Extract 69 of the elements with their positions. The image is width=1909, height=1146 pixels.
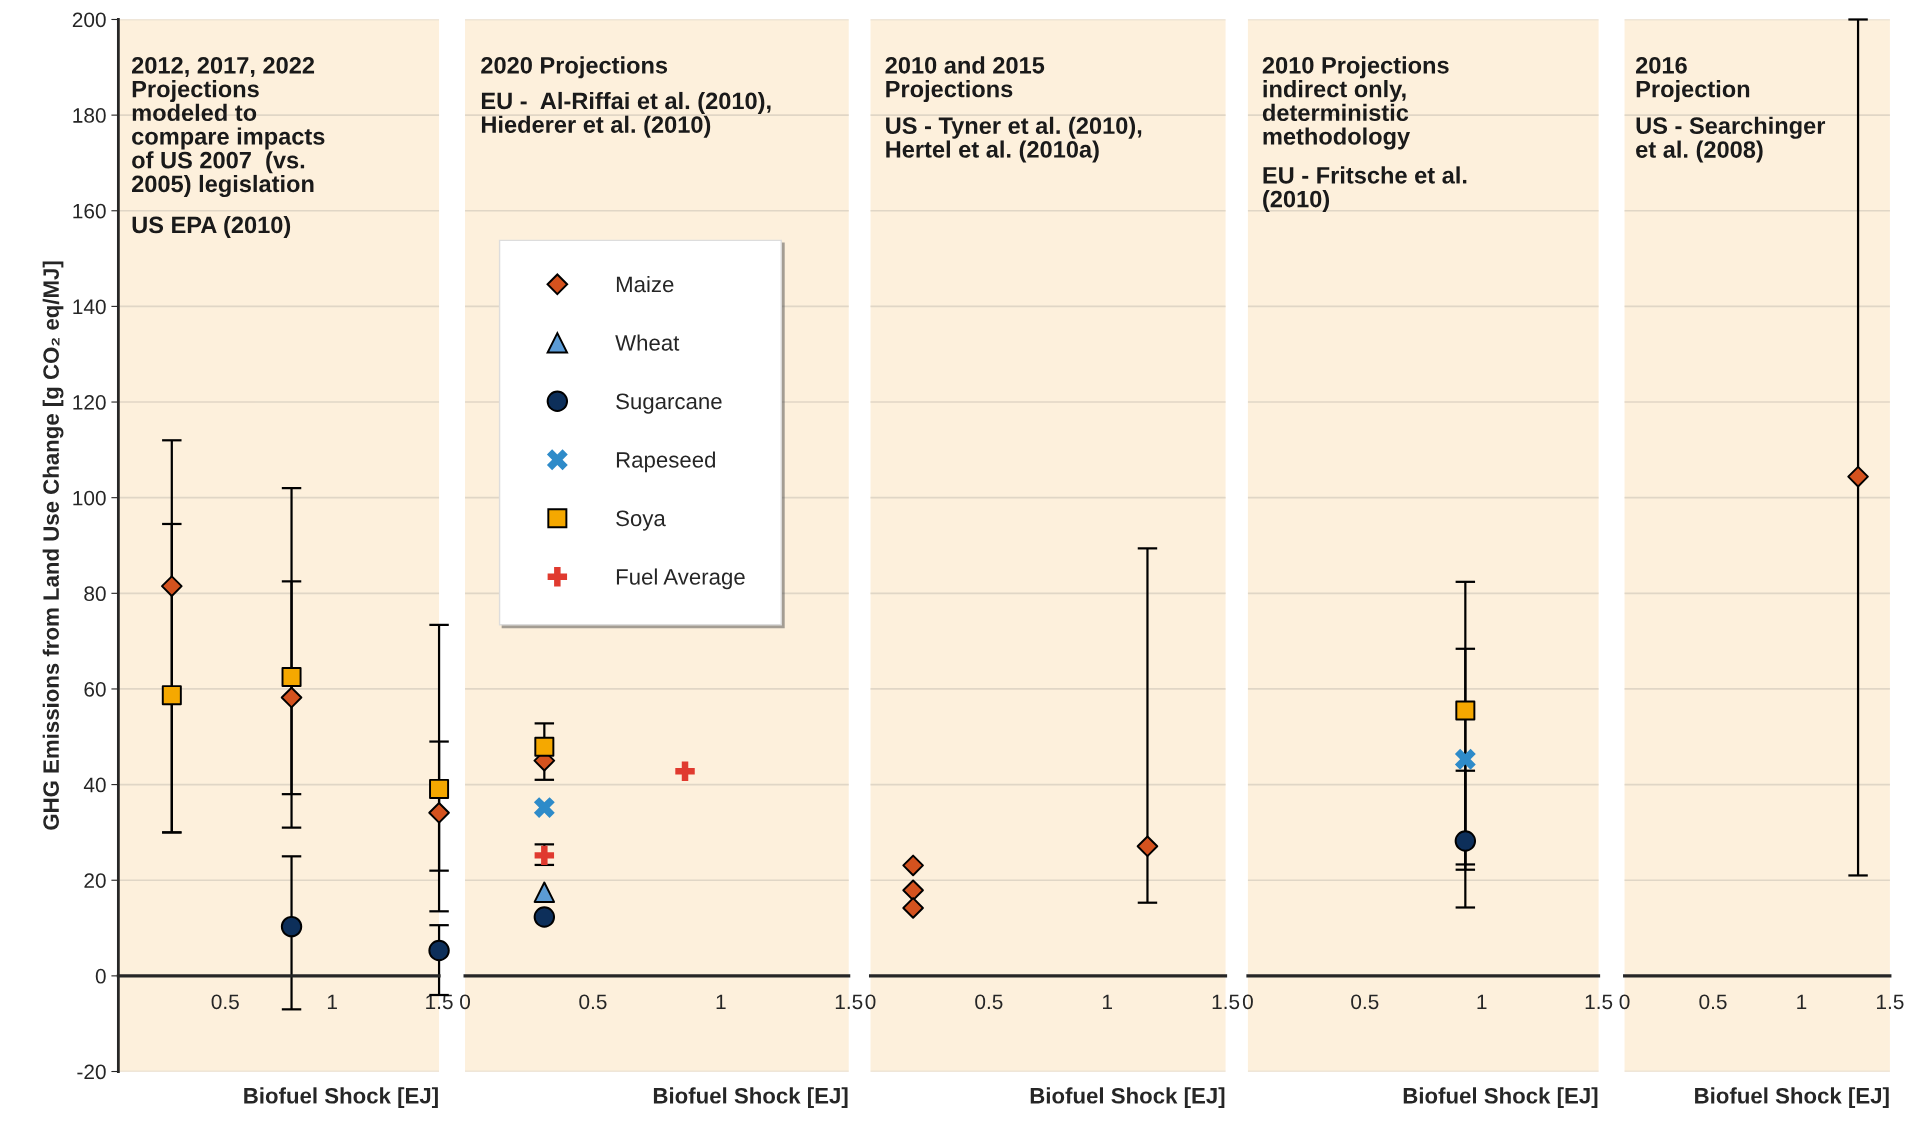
point [534,736,555,757]
legend-label: Wheat [615,334,680,351]
point [902,897,924,919]
y-tick-label: 40 [83,777,106,793]
x-axis-title: Biofuel Shock [EJ] [1030,1087,1225,1109]
x-tick-label: 1 [1477,994,1487,1010]
x-tick-label: 0 [1619,994,1630,1010]
legend-label: Fuel Average [616,568,745,590]
y-tick-label: 100 [73,490,106,506]
y-tick-label: 140 [73,299,106,315]
annotation: US EPA (2010) [132,215,291,238]
y-tick-label: 200 [72,12,106,28]
point [161,575,183,597]
point [428,802,450,824]
annotation: 2010 Projections indirect only, deterministic methodology [1262,56,1449,150]
x-axis-title: Biofuel Shock [EJ] [244,1087,438,1109]
x-axis-title: Biofuel Shock [EJ] [1695,1087,1889,1109]
point [280,686,303,709]
annotation: 2012, 2017, 2022 Projections modeled to compare impacts of US 2007 (vs. 2005) legislation [132,56,325,198]
point [1136,835,1159,858]
x-tick-label: 1 [327,994,337,1010]
y-tick-label: 120 [73,395,106,410]
annotation: EU - Fritsche et al. (2010) [1263,166,1467,213]
x-tick-label: 1 [1103,994,1112,1010]
y-tick-label: 0 [95,968,106,984]
x-tick-label: 1 [1797,994,1807,1010]
annotation: US - Tyner et al. (2010), Hertel et al. (2010a) [886,116,1142,163]
x-axis-title: Biofuel Shock [EJ] [1403,1087,1598,1109]
legend-label: Sugarcane [616,393,722,414]
x-tick-label: 1.5 [1877,994,1904,1010]
point [533,797,555,818]
point [533,906,556,928]
x-tick-label: 0.5 [1699,994,1727,1010]
annotation: 2020 Projections [481,56,668,79]
point [428,939,450,962]
annotation: US - Searchinger et al. (2008) [1636,116,1826,163]
legend-label: Soya [616,510,666,531]
x-axis-title: Biofuel Shock [EJ] [653,1087,848,1109]
point [902,879,924,902]
point [533,881,556,903]
y-tick-label: 160 [73,203,106,219]
x-tick-label: 1.5 [1212,994,1240,1010]
x-tick-label: 1.5 [835,994,863,1010]
x-tick-label: 0.5 [975,994,1003,1010]
y-tick-label: -20 [77,1064,106,1080]
annotation: 2010 and 2015 Projections [885,56,1045,103]
x-tick-label: 0 [460,994,471,1010]
x-tick-label: 1 [716,994,726,1010]
point [281,667,302,687]
point [280,915,303,938]
point [429,778,450,799]
y-tick-label: 80 [84,586,106,602]
point [902,854,924,877]
point [675,761,695,781]
point [161,685,182,706]
annotation: 2016 Projection [1635,56,1750,103]
legend-label: Maize [616,275,674,293]
x-tick-label: 0.5 [579,994,607,1010]
x-tick-label: 0.5 [1351,994,1379,1010]
y-tick-label: 180 [73,108,106,123]
x-tick-label: 0 [865,994,876,1010]
x-tick-label: 1.5 [1585,994,1613,1010]
x-tick-label: 0.5 [211,994,239,1010]
y-tick-label: 60 [84,681,106,697]
y-tick-label: 20 [84,873,106,888]
y-axis-title: GHG Emissions from Land Use Change [g CO₂ eq/MJ] [42,261,64,830]
x-tick-label: 0 [1242,994,1253,1010]
annotation: EU - Al-Riffai et al. (2010), Hiederer et al. (2010) [481,91,771,138]
legend-label: Rapeseed [616,451,715,473]
